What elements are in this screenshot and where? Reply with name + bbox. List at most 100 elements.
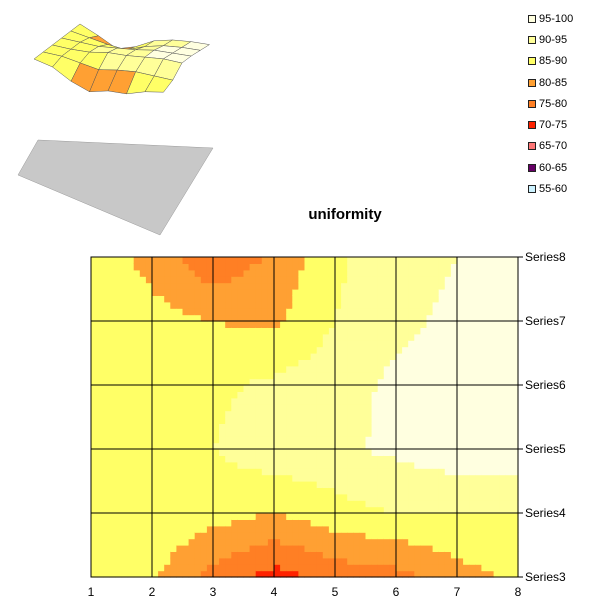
contour-cell	[103, 276, 110, 284]
contour-cell	[103, 461, 110, 469]
contour-cell	[432, 468, 440, 476]
contour-cell	[328, 461, 336, 469]
contour-cell	[304, 314, 312, 322]
contour-cell	[200, 449, 208, 456]
contour-cell	[200, 359, 208, 367]
contour-cell	[469, 513, 476, 520]
contour-cell	[176, 391, 184, 399]
contour-cell	[341, 359, 348, 367]
contour-cell	[438, 506, 446, 514]
contour-cell	[487, 500, 495, 508]
contour-cell	[206, 359, 214, 367]
contour-cell	[194, 276, 202, 284]
contour-cell	[463, 301, 470, 309]
contour-cell	[310, 353, 318, 360]
contour-cell	[396, 372, 403, 380]
contour-cell	[469, 500, 476, 508]
contour-cell	[377, 372, 385, 380]
contour-cell	[414, 513, 421, 520]
contour-cell	[194, 468, 202, 476]
contour-cell	[414, 429, 421, 437]
contour-cell	[322, 282, 330, 290]
contour-cell	[267, 545, 275, 552]
contour-cell	[408, 557, 415, 565]
contour-cell	[450, 487, 458, 495]
contour-cell	[280, 340, 287, 348]
contour-cell	[261, 276, 269, 284]
contour-cell	[463, 461, 470, 469]
contour-cell	[231, 378, 238, 386]
contour-cell	[298, 525, 306, 533]
contour-cell	[115, 295, 123, 303]
contour-cell	[170, 410, 177, 418]
contour-cell	[493, 269, 501, 277]
contour-cell	[231, 506, 238, 514]
contour-cell	[139, 378, 147, 386]
contour-cell	[365, 551, 373, 559]
contour-cell	[432, 301, 440, 309]
contour-cell	[164, 289, 171, 296]
contour-cell	[457, 410, 464, 418]
contour-cell	[420, 353, 428, 360]
contour-cell	[188, 301, 196, 309]
contour-cell	[206, 257, 214, 264]
contour-cell	[249, 519, 257, 527]
contour-cell	[164, 513, 171, 520]
contour-cell	[322, 333, 330, 341]
contour-cell	[121, 365, 129, 373]
contour-cell	[206, 378, 214, 386]
contour-cell	[292, 269, 299, 277]
contour-cell	[237, 551, 245, 559]
contour-cell	[341, 545, 348, 552]
contour-cell	[255, 532, 263, 540]
contour-cell	[383, 551, 391, 559]
contour-cell	[274, 282, 281, 290]
contour-cell	[402, 301, 409, 309]
contour-cell	[377, 436, 385, 444]
contour-cell	[499, 282, 507, 290]
contour-cell	[438, 321, 446, 328]
contour-cell	[457, 545, 464, 552]
contour-cell	[121, 301, 129, 309]
contour-cell	[274, 308, 281, 316]
contour-cell	[249, 263, 257, 271]
contour-cell	[255, 468, 263, 476]
contour-cell	[133, 417, 141, 424]
contour-cell	[170, 353, 177, 360]
contour-cell	[511, 353, 519, 360]
contour-cell	[335, 442, 342, 450]
contour-cell	[396, 487, 403, 495]
contour-cell	[511, 487, 519, 495]
contour-cell	[493, 372, 501, 380]
contour-cell	[176, 295, 184, 303]
contour-cell	[249, 570, 257, 578]
contour-cell	[402, 551, 409, 559]
contour-cell	[231, 570, 238, 578]
contour-cell	[225, 525, 232, 533]
contour-cell	[115, 545, 123, 552]
contour-cell	[206, 417, 214, 424]
contour-cell	[481, 378, 489, 386]
contour-cell	[438, 263, 446, 271]
contour-cell	[97, 353, 104, 360]
contour-cell	[304, 525, 312, 533]
contour-cell	[505, 417, 513, 424]
contour-cell	[249, 346, 257, 354]
contour-cell	[261, 404, 269, 412]
contour-cell	[103, 468, 110, 476]
contour-cell	[188, 449, 196, 456]
contour-cell	[432, 525, 440, 533]
contour-cell	[182, 455, 190, 463]
contour-cell	[188, 423, 196, 431]
contour-cell	[286, 295, 293, 303]
contour-cell	[286, 449, 293, 456]
contour-cell	[206, 557, 214, 565]
contour-cell	[414, 269, 421, 277]
contour-cell	[463, 308, 470, 316]
contour-cell	[438, 436, 446, 444]
contour-cell	[103, 263, 110, 271]
contour-cell	[225, 385, 232, 392]
contour-cell	[347, 410, 354, 418]
contour-cell	[438, 545, 446, 552]
contour-cell	[115, 353, 123, 360]
